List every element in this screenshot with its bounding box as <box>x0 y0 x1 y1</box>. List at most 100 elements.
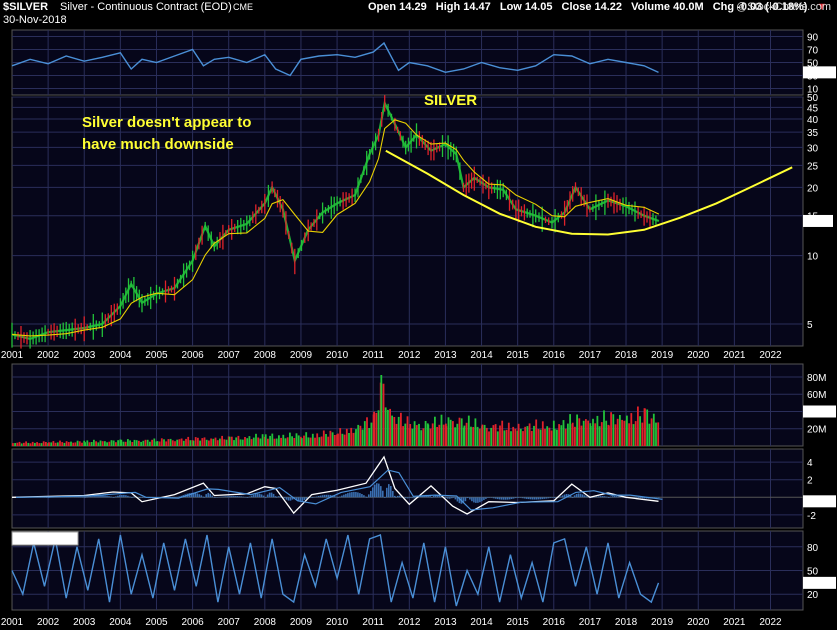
macd-histogram-bar <box>244 496 246 498</box>
volume-bar <box>589 425 592 446</box>
volume-bar <box>556 429 558 446</box>
macd-line[interactable] <box>11 455 659 515</box>
volume-bar <box>363 421 366 446</box>
stochastic-panel[interactable]: 80 50 20 25 Dec Y:5.47 34.35 <box>11 531 836 607</box>
volume-tick-label: 80M <box>807 373 826 384</box>
volume-bar <box>650 418 653 446</box>
volume-bar <box>163 439 165 446</box>
support-arc-trendline[interactable] <box>385 149 793 236</box>
macd-histogram-bar <box>327 494 330 498</box>
stochastic-line[interactable] <box>11 534 660 607</box>
x-tick-label: 2002 <box>37 350 60 361</box>
volume-bar <box>239 439 242 446</box>
macd-histogram-bar <box>238 496 240 498</box>
volume-bar <box>596 415 599 446</box>
volume-bar <box>389 408 391 446</box>
price-panel[interactable]: 504540353025201510514.22 <box>11 93 833 349</box>
macd-histogram-bar <box>127 495 129 498</box>
volume-bar <box>327 436 330 446</box>
volume-bar <box>25 441 27 446</box>
macd-histogram-bar <box>372 487 374 498</box>
volume-bar <box>153 438 156 446</box>
macd-histogram-bar <box>180 495 183 498</box>
x-tick-label: 2001 <box>1 617 24 628</box>
volume-bar <box>612 414 615 446</box>
volume-bar <box>282 434 285 446</box>
macd-histogram-bar <box>396 495 399 498</box>
macd-histogram-bar <box>283 497 286 499</box>
macd-histogram-bar <box>392 491 394 498</box>
x-tick-label: 2008 <box>254 617 277 628</box>
macd-panel[interactable]: 4 2 -2 -0.460 <box>11 455 836 522</box>
stockcharts-logo[interactable]: @StockCharts.com <box>736 1 831 13</box>
x-tick-label: 2013 <box>434 350 457 361</box>
macd-histogram-bar <box>303 497 306 501</box>
rsi-panel[interactable]: 907050301034.84 <box>11 33 836 96</box>
macd-histogram-bar <box>236 496 238 498</box>
macd-histogram-bar <box>380 486 382 498</box>
macd-histogram-bar <box>456 497 459 502</box>
macd-histogram-bar <box>654 497 656 498</box>
volume-bar <box>395 423 398 446</box>
volume-bar <box>582 420 585 446</box>
volume-bar <box>576 414 578 446</box>
moving-average-line[interactable] <box>11 119 660 337</box>
volume-last-value: 39972 <box>805 407 833 418</box>
macd-signal-line[interactable] <box>15 469 663 511</box>
volume-bar <box>442 424 445 446</box>
volume-bar <box>208 440 210 446</box>
macd-histogram-bar <box>166 497 168 498</box>
volume-bar <box>325 434 327 446</box>
macd-histogram-bar <box>172 497 174 498</box>
volume-bar <box>40 443 43 446</box>
volume-bar <box>59 440 61 446</box>
volume-bar <box>648 423 651 446</box>
volume-bar <box>345 428 348 446</box>
macd-histogram-bar <box>366 497 368 498</box>
macd-histogram-bar <box>636 497 638 498</box>
ticker-symbol[interactable]: $SILVER <box>3 1 49 13</box>
volume-bar <box>623 420 626 446</box>
volume-bar <box>644 408 646 446</box>
volume-bar <box>241 439 244 446</box>
volume-bar <box>605 420 608 446</box>
volume-panel[interactable]: 80M60M40M20M39972 <box>12 373 836 446</box>
volume-bar <box>519 428 522 446</box>
macd-histogram-bar <box>291 497 294 500</box>
volume-bar <box>78 441 81 446</box>
macd-histogram-bar <box>587 497 590 498</box>
volume-bar <box>320 436 323 446</box>
macd-histogram-bar <box>502 497 505 500</box>
stoch-last-value: 34.35 <box>805 579 830 590</box>
macd-histogram-bar <box>581 494 584 498</box>
rsi-line[interactable] <box>11 41 659 77</box>
macd-histogram-bar <box>494 497 497 499</box>
volume-bar <box>384 407 387 446</box>
macd-histogram-bar <box>521 497 524 499</box>
volume-bar <box>278 435 280 446</box>
macd-histogram-bar <box>115 496 117 498</box>
macd-histogram-bar <box>571 497 574 498</box>
panel-frame-price <box>11 96 804 347</box>
volume-bar <box>303 435 305 446</box>
x-tick-label: 2013 <box>434 617 457 628</box>
volume-bar <box>445 426 448 446</box>
volume-bar <box>225 439 228 446</box>
volume-bar <box>546 426 549 446</box>
volume-bar <box>481 424 484 446</box>
macd-histogram-bar <box>335 496 338 498</box>
instrument-name: Silver - Continuous Contract (EOD) <box>60 1 232 13</box>
macd-histogram-bar <box>274 496 277 498</box>
volume-bar <box>86 440 89 446</box>
volume-bar <box>610 412 612 446</box>
volume-bar <box>63 442 66 446</box>
volume-bar <box>400 412 402 446</box>
volume-bar <box>562 420 565 446</box>
volume-bar <box>476 426 479 446</box>
volume-bar <box>431 423 434 446</box>
volume-bar <box>293 438 296 446</box>
x-tick-label: 2009 <box>290 350 313 361</box>
macd-histogram-bar <box>433 495 435 498</box>
volume-bar <box>104 441 106 446</box>
